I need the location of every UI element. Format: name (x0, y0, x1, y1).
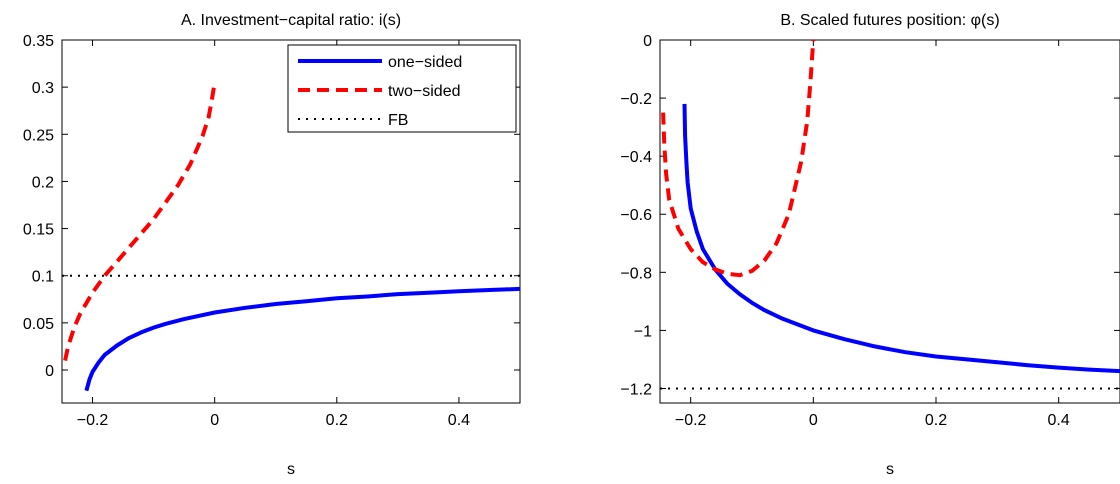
y-tick-label: 0.2 (32, 174, 54, 191)
legend-label-one-sided: one−sided (388, 54, 462, 71)
x-tick-label: 0.4 (1048, 412, 1070, 429)
y-tick-label: −0.8 (620, 265, 652, 282)
y-tick-label: −0.4 (620, 149, 652, 166)
panel-b-xlabel: s (886, 461, 894, 478)
dashed-series-line (661, 40, 816, 278)
y-tick-label: 0 (643, 33, 652, 50)
one-sided-series-line (84, 286, 520, 392)
panel-b-series (660, 40, 1120, 390)
y-tick-label: 0.15 (23, 222, 54, 239)
panel-b-plot-frame (659, 39, 1120, 404)
legend-label-fb: FB (388, 112, 408, 129)
x-tick-label: −0.2 (675, 412, 707, 429)
y-tick-label: −1.2 (620, 381, 652, 398)
x-tick-label: 0 (809, 412, 818, 429)
x-tick-label: 0.2 (326, 412, 348, 429)
panel-a: A. Investment−capital ratio: i(s) −0.2 0 0… (23, 12, 521, 478)
y-tick-label: 0.05 (23, 316, 54, 333)
panel-a-ticks: −0.2 0 0.2 0.4 0 0.05 0.1 0.15 0.2 0.25 0.3 0.35 (23, 33, 520, 429)
y-tick-label: −1 (634, 323, 652, 340)
y-tick-label: 0 (45, 363, 54, 380)
x-tick-label: 0.4 (448, 412, 470, 429)
legend-label-two-sided: two−sided (388, 83, 461, 100)
panel-a-xlabel: s (287, 461, 295, 478)
panel-b: B. Scaled futures position: φ(s) −0.2 0 0.… (620, 12, 1120, 478)
y-tick-label: 0.35 (23, 33, 54, 50)
legend: one−sided two−sided FB (287, 44, 517, 133)
y-tick-label: −0.6 (620, 207, 652, 224)
two-sided-series-line (63, 82, 217, 362)
panel-b-title: B. Scaled futures position: φ(s) (780, 12, 999, 29)
y-tick-label: 0.3 (32, 80, 54, 97)
panel-b-ticks: −0.2 0 0.2 0.4 0 −0.2 −0.4 −0.6 −0.8 −1 −1.2 (620, 33, 1120, 429)
y-tick-label: −0.2 (620, 91, 652, 108)
panel-a-title: A. Investment−capital ratio: i(s) (181, 12, 401, 29)
y-tick-label: 0.1 (32, 269, 54, 286)
y-tick-label: 0.25 (23, 127, 54, 144)
x-tick-label: 0 (210, 412, 219, 429)
panel-a-series (62, 82, 520, 392)
x-tick-label: 0.2 (925, 412, 947, 429)
solid-series-line (682, 103, 1120, 374)
x-tick-label: −0.2 (77, 412, 109, 429)
